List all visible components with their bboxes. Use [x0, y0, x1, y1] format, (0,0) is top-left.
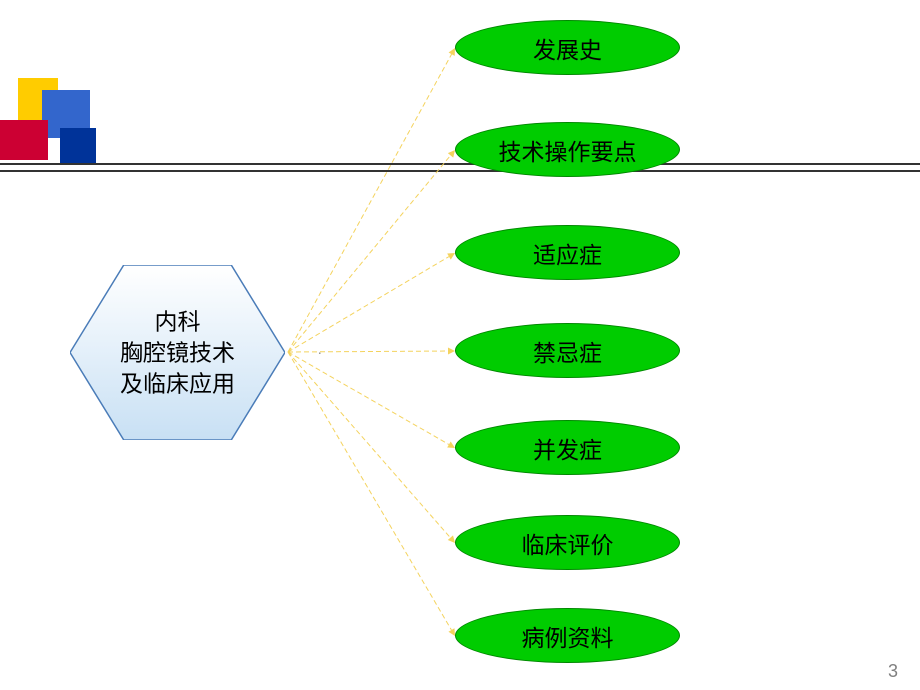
central-hexagon: 内科 胸腔镜技术 及临床应用 [70, 265, 285, 440]
topic-ellipse-1: 技术操作要点 [455, 122, 680, 177]
decor-red-block [0, 120, 48, 160]
connector-line-5 [288, 352, 450, 538]
connector-line-1 [288, 155, 451, 352]
connector-line-6 [288, 352, 451, 630]
connector-arrow-1 [448, 150, 455, 158]
connector-line-0 [288, 54, 452, 352]
topic-ellipse-0: 发展史 [455, 20, 680, 75]
topic-ellipse-6: 病例资料 [455, 608, 680, 663]
connector-arrow-4 [447, 441, 455, 448]
horizontal-rule-bottom [0, 170, 920, 172]
connector-arrow-3 [448, 348, 455, 355]
hexagon-line2: 胸腔镜技术 [120, 340, 235, 365]
connector-arrow-6 [448, 628, 455, 636]
horizontal-rule-top [0, 163, 920, 165]
connector-line-2 [288, 257, 449, 352]
decor-blue-block-2 [60, 128, 96, 164]
hexagon-line3: 及临床应用 [120, 371, 235, 396]
page-number: 3 [888, 661, 898, 682]
connector-line-3 [288, 351, 448, 352]
connector-arrow-2 [447, 253, 455, 260]
hexagon-line1: 内科 [155, 309, 201, 334]
hexagon-label: 内科 胸腔镜技术 及临床应用 [120, 306, 235, 399]
topic-ellipse-4: 并发症 [455, 420, 680, 475]
topic-ellipse-3: 禁忌症 [455, 323, 680, 378]
topic-ellipse-5: 临床评价 [455, 515, 680, 570]
center-marker: . [318, 343, 322, 359]
topic-ellipse-2: 适应症 [455, 225, 680, 280]
connector-arrow-5 [448, 535, 455, 543]
connector-arrow-0 [449, 48, 455, 56]
connector-line-4 [288, 352, 449, 445]
